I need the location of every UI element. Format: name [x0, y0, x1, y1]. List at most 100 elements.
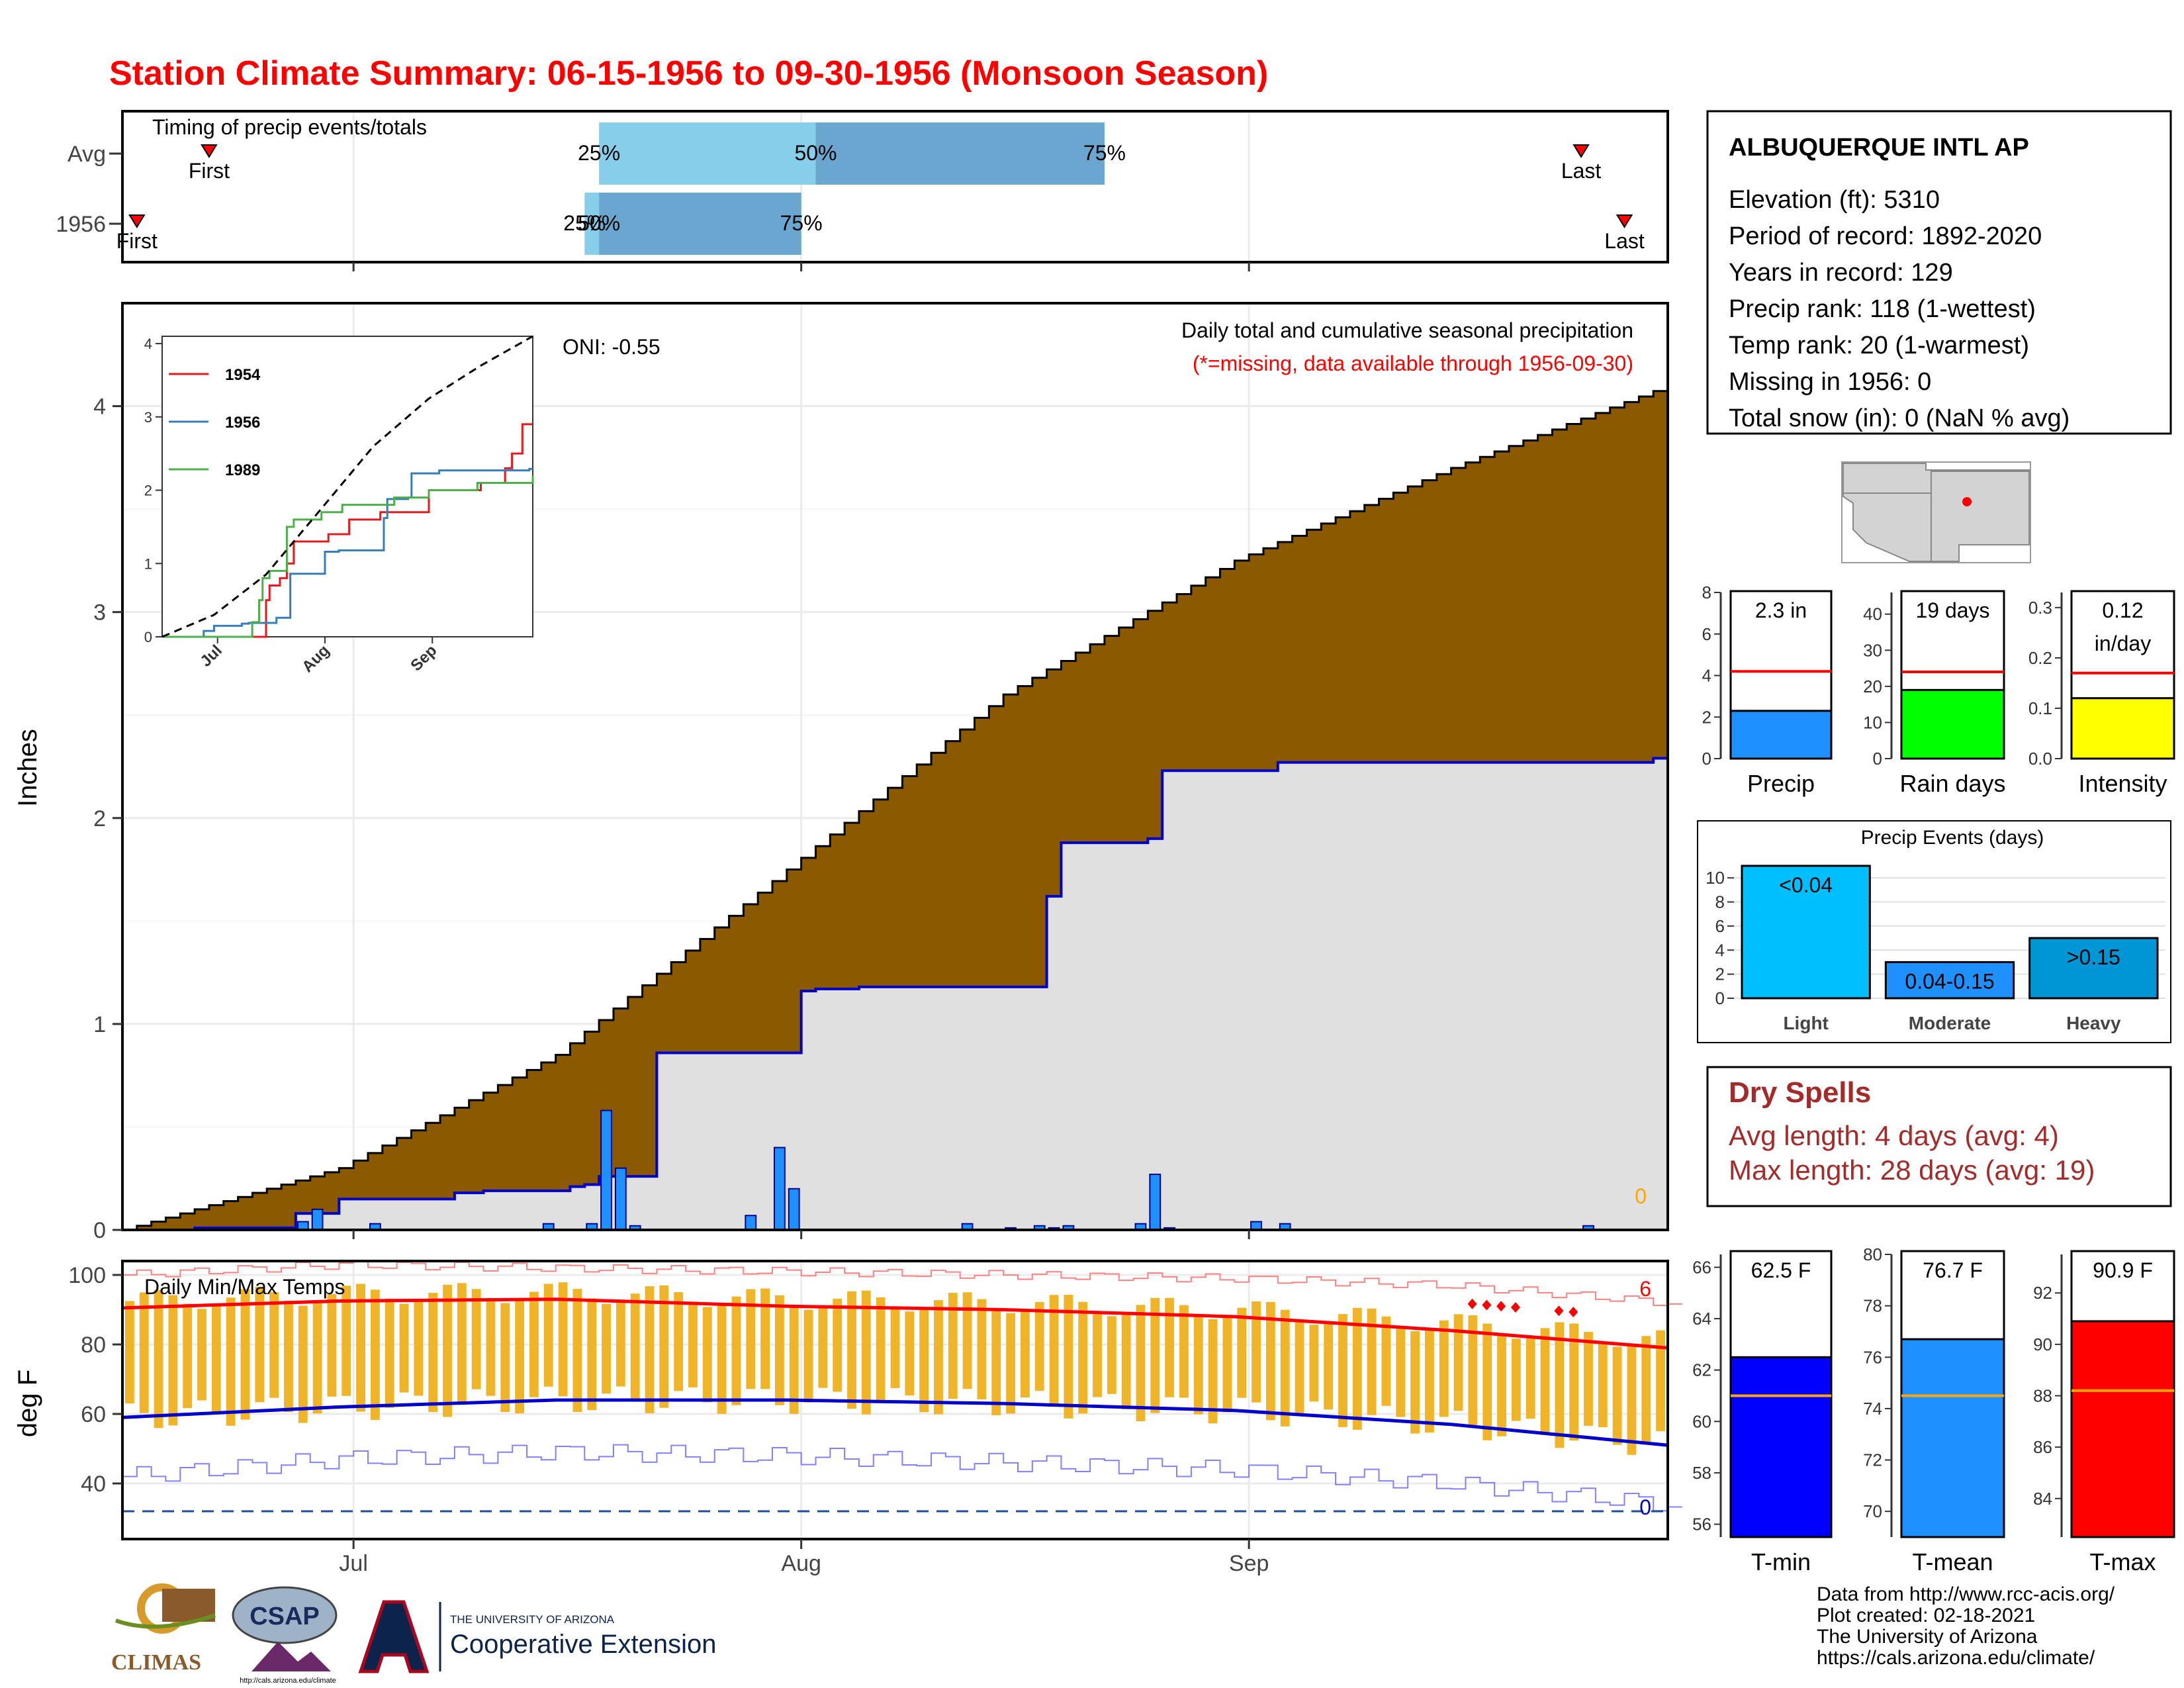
last-marker-icon: [1572, 144, 1590, 158]
summary-ytick-label: 2: [1702, 707, 1711, 727]
station-name: ALBUQUERQUE INTL AP: [1729, 134, 2029, 162]
ua-a-shape: [358, 1600, 430, 1673]
page-title: Station Climate Summary: 06-15-1956 to 0…: [109, 54, 1268, 93]
daily-temp-bar: [905, 1311, 915, 1395]
daily-temp-bar: [471, 1289, 481, 1389]
timing-last-label: Last: [1604, 229, 1645, 253]
summary-bar: [2070, 1320, 2175, 1538]
daily-temp-bar: [1280, 1309, 1290, 1427]
daily-temp-bar: [1006, 1313, 1015, 1414]
summary-ytick-label: 60: [1692, 1411, 1711, 1431]
summary-bar-chart: 0.0 0.1 0.2 0.3 0.12 in/day Intensity: [2028, 590, 2175, 797]
x-axis-tick-label: Aug: [781, 1551, 821, 1576]
daily-temp-bar: [1324, 1322, 1334, 1410]
timing-q75-label: 75%: [1083, 141, 1126, 165]
daily-precip-bar: [774, 1147, 786, 1231]
daily-temp-bar: [543, 1284, 553, 1387]
events-bar-label: >0.15: [2067, 945, 2120, 969]
daily-temp-bar: [1352, 1307, 1362, 1430]
events-ytick-label: 6: [1715, 916, 1725, 936]
daily-temp-bar: [587, 1298, 597, 1411]
daily-temp-bar: [1136, 1305, 1146, 1422]
temp-ytick-label: 80: [81, 1333, 106, 1358]
daily-temp-bar: [1193, 1314, 1203, 1415]
avg-cumulative-line: [122, 385, 1669, 1231]
daily-temp-bar: [1251, 1301, 1261, 1403]
daily-temp-bar: [731, 1296, 741, 1405]
summary-bar-value: 19 days: [1915, 598, 1989, 622]
summary-ytick-label: 76: [1863, 1347, 1882, 1367]
timing-last-label: Last: [1561, 159, 1602, 183]
temp-max-count: 6: [1639, 1277, 1651, 1301]
summary-bar: [2070, 697, 2175, 760]
events-ytick-label: 2: [1715, 964, 1725, 984]
daily-temp-bar: [1453, 1314, 1463, 1411]
timing-title: Timing of precip events/totals: [152, 115, 427, 139]
daily-temp-bar: [861, 1290, 871, 1415]
daily-temp-bar: [962, 1292, 972, 1389]
daily-temp-bar: [1511, 1338, 1521, 1421]
first-marker-icon: [128, 214, 146, 228]
daily-temp-bar: [890, 1306, 900, 1388]
dry-spells-max: Max length: 28 days (avg: 19): [1729, 1154, 2095, 1186]
precip-ylabel: Inches: [13, 729, 42, 807]
daily-temp-bar: [1208, 1319, 1218, 1424]
daily-temp-bar: [183, 1303, 193, 1409]
normal-min-line: [122, 1398, 1668, 1447]
daily-temp-bar: [486, 1297, 496, 1396]
inset-legend-label: 1954: [225, 366, 261, 384]
station-line: Years in record: 129: [1729, 259, 1953, 287]
daily-temp-bar: [312, 1303, 322, 1414]
daily-temp-bar: [255, 1286, 265, 1403]
daily-temp-bar: [370, 1289, 380, 1420]
daily-temp-bar: [688, 1301, 698, 1387]
temp-min-count: 0: [1639, 1495, 1651, 1519]
timing-q25-label: 25%: [578, 141, 620, 165]
station-line: Period of record: 1892-2020: [1729, 222, 2042, 250]
inset-legend-label: 1989: [225, 461, 260, 479]
summary-ytick-label: 0.0: [2028, 749, 2052, 769]
dry-spells-avg: Avg length: 4 days (avg: 4): [1729, 1120, 2059, 1151]
climas-wordmark: CLIMAS: [111, 1650, 201, 1675]
temp-ylabel: deg F: [13, 1370, 42, 1437]
oni-value: ONI: -0.55: [563, 335, 660, 359]
record-high-line: [122, 1260, 1682, 1306]
ua-logo: THE UNIVERSITY OF ARIZONA Cooperative Ex…: [358, 1600, 716, 1673]
temp-panel-frame: [121, 1260, 1669, 1540]
events-bar-label: 0.04-0.15: [1905, 969, 1994, 993]
inset-avg-line: [161, 335, 533, 638]
events-title: Precip Events (days): [1861, 827, 2044, 849]
missing-count: 0: [1635, 1184, 1647, 1208]
summary-bar-value: 2.3 in: [1755, 598, 1807, 622]
daily-temp-bar: [1584, 1332, 1593, 1426]
summary-ytick-label: 58: [1692, 1463, 1711, 1483]
footer-line: The University of Arizona: [1817, 1626, 2038, 1648]
daily-temp-bar: [356, 1284, 365, 1412]
events-ytick-label: 10: [1706, 868, 1725, 888]
daily-temp-bar: [760, 1288, 770, 1389]
temp-summary-bars: 56 58 60 62 64 66 62.5 F T-min 70 72 74 76 78 80 76.7 …: [1692, 1244, 2175, 1575]
timing-first-label: First: [189, 159, 230, 183]
summary-ytick-label: 6: [1702, 624, 1711, 644]
events-category-label: Heavy: [2066, 1013, 2121, 1033]
daily-temp-bar: [1381, 1316, 1391, 1406]
daily-temp-bar: [1237, 1307, 1247, 1398]
summary-ytick-label: 74: [1863, 1399, 1882, 1419]
precip-ytick-label: 2: [93, 806, 106, 831]
daily-temp-bar: [803, 1309, 813, 1403]
footer-line: Data from http://www.rcc-acis.org/: [1817, 1583, 2115, 1605]
summary-ytick-label: 64: [1692, 1309, 1711, 1329]
summary-ytick-label: 62: [1692, 1360, 1711, 1380]
summary-ytick-label: 0: [1873, 749, 1882, 769]
daily-temp-bar: [702, 1307, 712, 1403]
daily-temp-bar: [399, 1303, 409, 1393]
record-high-marker-icon: [1482, 1299, 1492, 1311]
daily-temp-bar: [125, 1301, 134, 1404]
daily-temp-bar: [1222, 1316, 1232, 1413]
timing-row-label: Avg: [68, 142, 106, 167]
summary-bar-name: T-max: [2089, 1548, 2156, 1575]
daily-temp-bar: [1598, 1342, 1608, 1428]
precip-ytick-label: 3: [93, 600, 106, 626]
ua-small-text: THE UNIVERSITY OF ARIZONA: [450, 1613, 615, 1626]
